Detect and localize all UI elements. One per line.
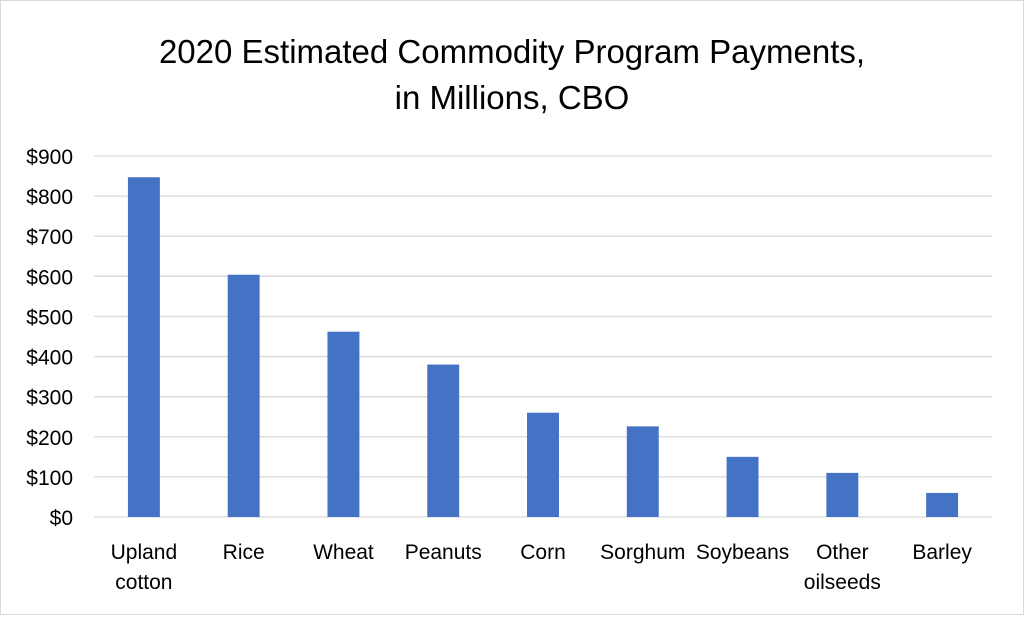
y-tick-label: $100 <box>26 467 73 490</box>
x-tick-label: oilseeds <box>804 571 881 594</box>
bar <box>527 412 559 517</box>
bar <box>327 331 360 517</box>
chart-title-line-2: in Millions, CBO <box>395 79 630 116</box>
bar <box>926 492 959 517</box>
y-axis-tick-labels: $0 $100 $200 $300 $400 $500 $600 $700 $800 $900 <box>26 146 73 530</box>
y-tick-label: $900 <box>26 146 73 169</box>
y-tick-label: $200 <box>26 427 73 450</box>
bar <box>127 177 160 517</box>
bar <box>227 274 260 517</box>
bar <box>726 456 759 517</box>
y-tick-label: $700 <box>26 226 73 249</box>
x-tick-label: Corn <box>520 541 566 564</box>
bars <box>127 177 959 517</box>
y-tick-label: $500 <box>26 306 73 329</box>
bar <box>626 426 659 517</box>
x-tick-label: Other <box>816 541 869 564</box>
x-tick-label: Wheat <box>313 541 374 564</box>
x-tick-label: Rice <box>223 541 265 564</box>
bar <box>826 472 859 517</box>
x-tick-label: cotton <box>115 571 172 594</box>
y-tick-label: $400 <box>26 347 73 370</box>
chart-title-line-1: 2020 Estimated Commodity Program Payment… <box>159 33 865 70</box>
bar <box>427 364 460 517</box>
x-tick-label: Barley <box>912 541 972 564</box>
x-axis-tick-labels: Upland cotton Rice Wheat Peanuts Corn Sorghum S… <box>111 541 973 594</box>
x-tick-label: Upland <box>111 541 178 564</box>
y-tick-label: $0 <box>50 507 73 530</box>
x-tick-label: Sorghum <box>600 541 685 564</box>
x-tick-label: Peanuts <box>405 541 482 564</box>
y-tick-label: $600 <box>26 266 73 289</box>
y-tick-label: $300 <box>26 387 73 410</box>
x-tick-label: Soybeans <box>696 541 789 564</box>
y-tick-label: $800 <box>26 186 73 209</box>
